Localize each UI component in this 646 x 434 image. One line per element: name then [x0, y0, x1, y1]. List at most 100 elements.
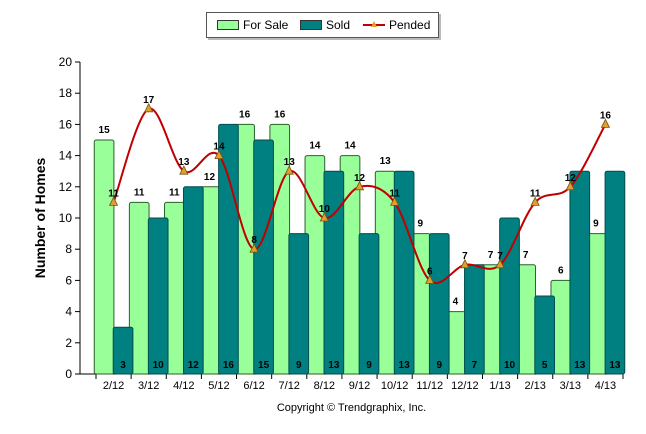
pended-marker	[425, 274, 435, 284]
sold-data-label: 9	[296, 360, 302, 371]
for-sale-data-label: 4	[453, 297, 459, 308]
x-tick-label: 8/12	[314, 380, 335, 392]
y-tick-label: 12	[59, 180, 73, 194]
sold-bar	[393, 170, 415, 375]
sold-data-label: 13	[399, 360, 411, 371]
sold-data-label: 13	[609, 360, 621, 371]
for-sale-data-label: 12	[204, 172, 216, 183]
y-tick-label: 16	[59, 117, 73, 131]
x-tick-label: 1/13	[489, 380, 510, 392]
pended-data-label: 14	[213, 142, 225, 153]
x-tick-label: 3/12	[138, 380, 159, 392]
pended-data-label: 7	[462, 251, 468, 262]
pended-marker	[530, 196, 540, 206]
sold-data-label: 16	[223, 360, 235, 371]
x-tick-label: 6/12	[243, 380, 264, 392]
x-tick-label: 10/12	[381, 380, 409, 392]
pended-marker	[460, 258, 470, 269]
pended-marker	[354, 180, 365, 191]
legend-item-pended: Pended	[363, 18, 430, 32]
pended-data-label: 10	[319, 204, 331, 215]
pended-marker	[284, 165, 294, 175]
sold-bar	[534, 295, 555, 375]
for-sale-data-label: 7	[523, 250, 529, 261]
for-sale-swatch	[217, 20, 239, 30]
sold-bar	[604, 170, 626, 375]
y-tick-label: 6	[65, 273, 72, 287]
pended-marker	[214, 149, 224, 160]
x-tick-label: 2/13	[524, 380, 545, 392]
legend-label-sold: Sold	[326, 18, 351, 32]
y-tick-label: 20	[59, 55, 73, 69]
for-sale-data-label: 14	[309, 141, 321, 152]
sold-bar	[182, 186, 204, 375]
sold-bar	[288, 233, 310, 375]
pended-marker	[565, 180, 575, 191]
pended-data-label: 6	[427, 266, 433, 277]
sold-bar	[358, 233, 380, 375]
sold-data-label: 5	[542, 360, 548, 371]
y-tick-label: 18	[59, 86, 73, 100]
pended-data-label: 12	[565, 173, 577, 184]
y-tick-label: 8	[65, 242, 72, 256]
for-sale-data-label: 16	[274, 109, 286, 120]
for-sale-data-label: 11	[134, 187, 145, 198]
sold-bar	[499, 217, 520, 375]
pended-data-label: 13	[284, 157, 296, 168]
y-tick-label: 2	[65, 336, 72, 350]
sold-data-label: 12	[188, 360, 200, 371]
for-sale-data-label: 14	[344, 141, 356, 152]
sold-data-label: 3	[120, 360, 126, 371]
sold-bar	[569, 170, 591, 375]
sold-bar	[147, 217, 169, 375]
pended-marker	[108, 196, 119, 206]
sold-bar	[218, 123, 239, 375]
pended-data-label: 7	[497, 251, 503, 262]
pended-data-label: 16	[600, 110, 612, 121]
legend-item-sold: Sold	[300, 18, 350, 32]
pended-data-label: 12	[354, 173, 366, 184]
sold-data-label: 9	[436, 360, 442, 371]
pended-data-label: 11	[389, 188, 400, 199]
legend: For Sale Sold Pended	[206, 12, 439, 38]
y-tick-label: 4	[65, 305, 72, 319]
x-tick-label: 2/12	[103, 380, 124, 392]
for-sale-data-label: 11	[169, 187, 180, 198]
x-tick-label: 4/13	[595, 380, 616, 392]
pended-marker	[144, 102, 154, 113]
legend-label-pended: Pended	[389, 18, 431, 32]
pended-data-label: 13	[178, 157, 190, 168]
sold-bar	[253, 139, 274, 375]
for-sale-data-label: 13	[380, 156, 392, 167]
pended-data-label: 11	[108, 188, 119, 199]
sold-data-label: 13	[328, 360, 340, 371]
pended-marker	[179, 165, 189, 175]
pended-data-label: 11	[530, 188, 541, 199]
for-sale-data-label: 15	[99, 125, 111, 136]
sold-bar	[323, 170, 345, 375]
pended-marker	[249, 243, 259, 253]
sold-data-label: 10	[504, 360, 516, 371]
x-tick-label: 5/12	[208, 380, 229, 392]
y-tick-label: 14	[59, 149, 73, 163]
for-sale-data-label: 9	[417, 219, 423, 230]
y-tick-label: 10	[59, 211, 73, 225]
x-tick-label: 12/12	[451, 380, 479, 392]
copyright-text: Copyright © Trendgraphix, Inc.	[276, 402, 427, 414]
x-tick-label: 3/13	[560, 380, 581, 392]
sold-bar	[464, 264, 485, 375]
sold-swatch	[300, 20, 322, 30]
legend-item-for-sale: For Sale	[217, 18, 288, 32]
pended-swatch	[363, 20, 385, 30]
x-tick-label: 7/12	[279, 380, 300, 392]
pended-marker	[389, 196, 400, 206]
sold-data-label: 15	[258, 360, 270, 371]
for-sale-data-label: 6	[558, 265, 564, 276]
sold-data-label: 7	[472, 360, 478, 371]
sold-data-label: 9	[366, 360, 372, 371]
for-sale-data-label: 9	[593, 219, 599, 230]
sold-data-label: 10	[153, 360, 165, 371]
pended-marker	[319, 212, 330, 222]
pended-data-label: 17	[143, 95, 155, 106]
